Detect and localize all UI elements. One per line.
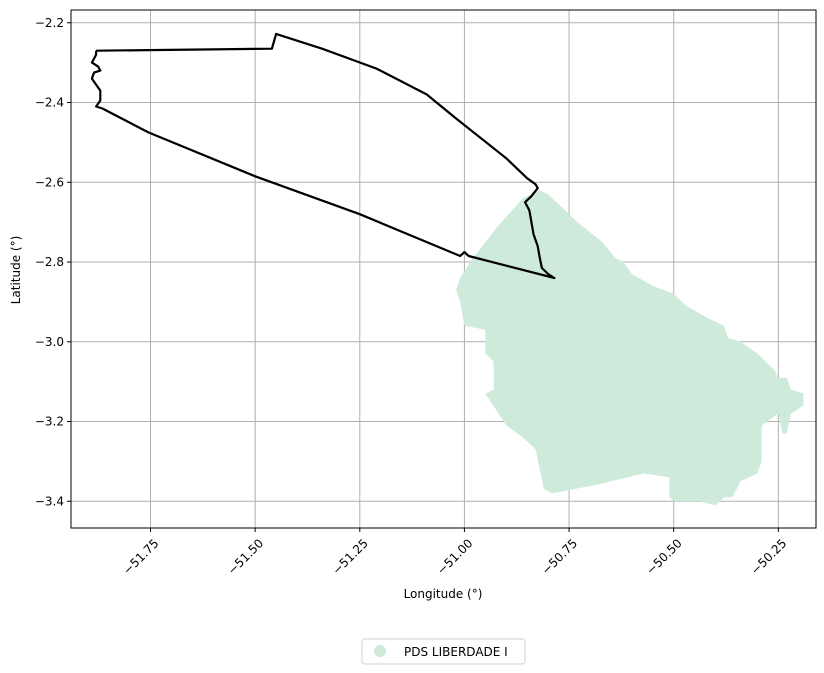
boundary-layer	[92, 34, 555, 278]
x-tick-label: −50.75	[539, 536, 580, 577]
x-tick-label: −50.25	[748, 536, 789, 577]
y-axis-label: Latitude (°)	[9, 236, 23, 305]
legend-label: PDS LIBERDADE I	[404, 645, 508, 659]
boundary-outline	[92, 34, 555, 278]
region-layer	[456, 190, 803, 505]
x-tick-label: −51.50	[225, 536, 266, 577]
y-tick-label: −3.2	[35, 415, 64, 429]
legend: PDS LIBERDADE I	[362, 639, 525, 664]
x-tick-label: −50.50	[643, 536, 684, 577]
x-axis-label: Longitude (°)	[404, 587, 483, 601]
y-tick-label: −3.0	[35, 335, 64, 349]
x-tick-label: −51.00	[434, 536, 475, 577]
y-tick-label: −2.4	[35, 96, 64, 110]
y-axis: −2.2 −2.4 −2.6 −2.8 −3.0 −3.2 −3.4	[35, 16, 71, 509]
y-tick-label: −3.4	[35, 494, 64, 508]
y-tick-label: −2.2	[35, 16, 64, 30]
x-tick-label: −51.25	[330, 536, 371, 577]
y-tick-label: −2.8	[35, 255, 64, 269]
y-tick-label: −2.6	[35, 175, 64, 189]
region-pds-liberdade-i	[456, 190, 803, 505]
legend-marker	[374, 645, 386, 657]
x-axis: −51.75 −51.50 −51.25 −51.00 −50.75 −50.50 −50.…	[120, 528, 789, 577]
x-tick-label: −51.75	[120, 536, 161, 577]
